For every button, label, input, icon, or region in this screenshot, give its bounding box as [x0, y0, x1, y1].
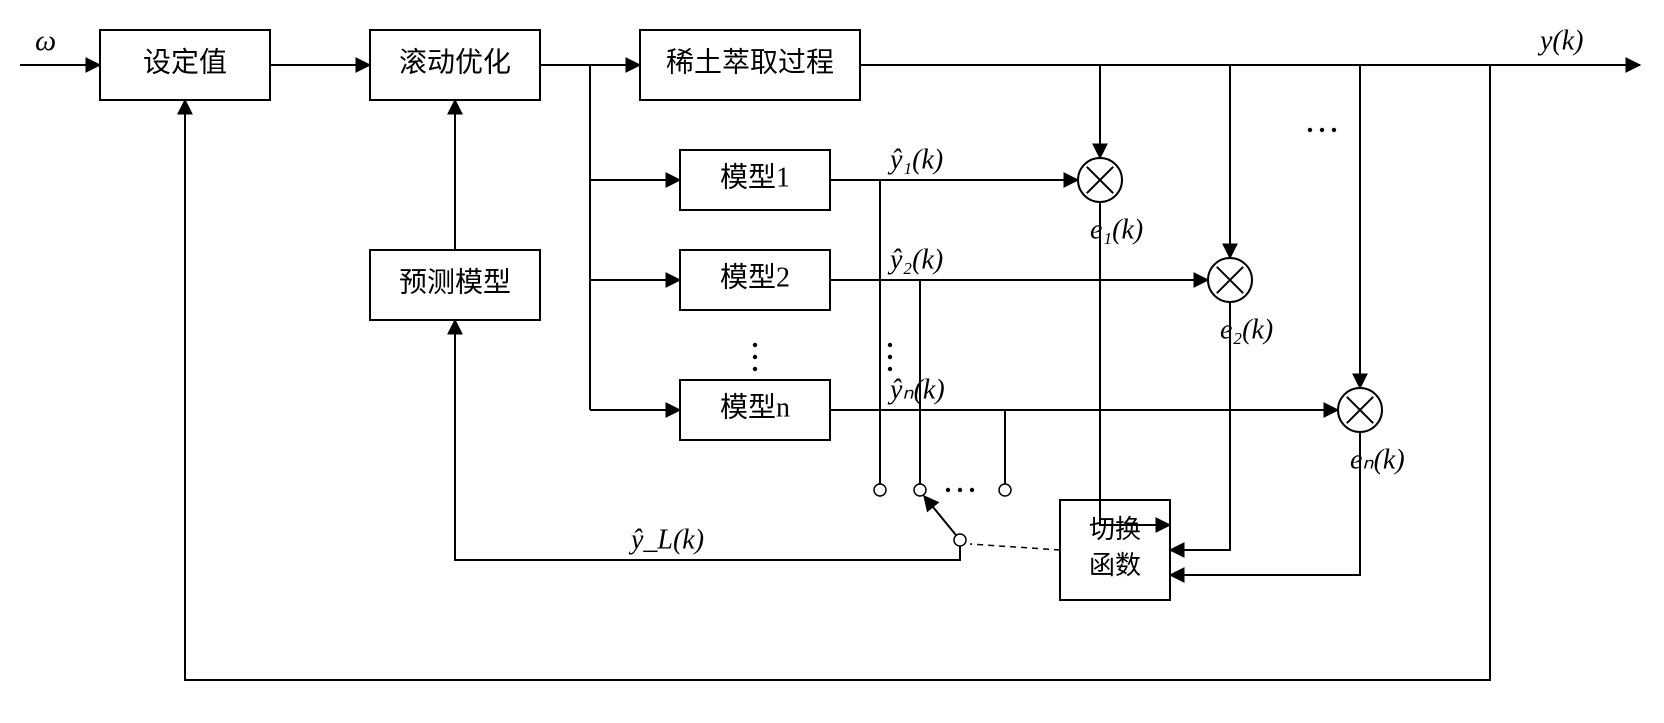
en-label: eₙ(k): [1350, 444, 1405, 475]
output-label: y(k): [1537, 25, 1584, 56]
yhat1-label: ŷ₁(k): [887, 144, 943, 175]
yhat2-label: ŷ₂(k): [887, 244, 943, 275]
input-label: ω: [35, 24, 56, 57]
yhat-ellipsis: [888, 343, 892, 347]
switch-term-2: [914, 484, 926, 496]
switch-fn-label2: 函数: [1089, 551, 1141, 580]
tap-ellipsis: [1332, 128, 1336, 132]
yhatn-label: ŷₙ(k): [887, 374, 945, 405]
tap-ellipsis: [1308, 128, 1312, 132]
models-ellipsis: [753, 343, 757, 347]
control-block-diagram: 设定值 滚动优化 稀土萃取过程预测模型 模型1 模型2 模型n 切换函数 ω y(k) ŷ₁(k)…: [0, 0, 1664, 723]
switch-fn-label1: 切换: [1089, 515, 1141, 544]
switch-control: [970, 544, 1060, 550]
e1-label: e₁(k): [1090, 214, 1143, 245]
switch-pivot: [954, 534, 966, 546]
switch-ellipsis: [946, 488, 950, 492]
process-label: 稀土萃取过程: [666, 46, 834, 78]
tap-ellipsis: [1320, 128, 1324, 132]
switch-ellipsis: [958, 488, 962, 492]
wire-e1: [1100, 202, 1170, 525]
yl-label: ŷ_L(k): [628, 524, 704, 555]
switch-term-1: [874, 484, 886, 496]
wire-outer-feedback: [185, 65, 1490, 680]
rolling-opt-label: 滚动优化: [399, 46, 511, 78]
setpoint-label: 设定值: [143, 46, 227, 78]
wire-en: [1170, 432, 1360, 575]
switch-term-n: [999, 484, 1011, 496]
pred-model-label: 预测模型: [399, 266, 511, 298]
switch-wiper: [924, 496, 960, 540]
models-ellipsis: [753, 355, 757, 359]
switch-ellipsis: [970, 488, 974, 492]
model1-label: 模型1: [720, 161, 790, 193]
model2-label: 模型2: [720, 261, 790, 293]
e2-label: e₂(k): [1220, 314, 1273, 345]
modeln-label: 模型n: [720, 391, 790, 423]
models-ellipsis: [753, 367, 757, 371]
yhat-ellipsis: [888, 367, 892, 371]
yhat-ellipsis: [888, 355, 892, 359]
